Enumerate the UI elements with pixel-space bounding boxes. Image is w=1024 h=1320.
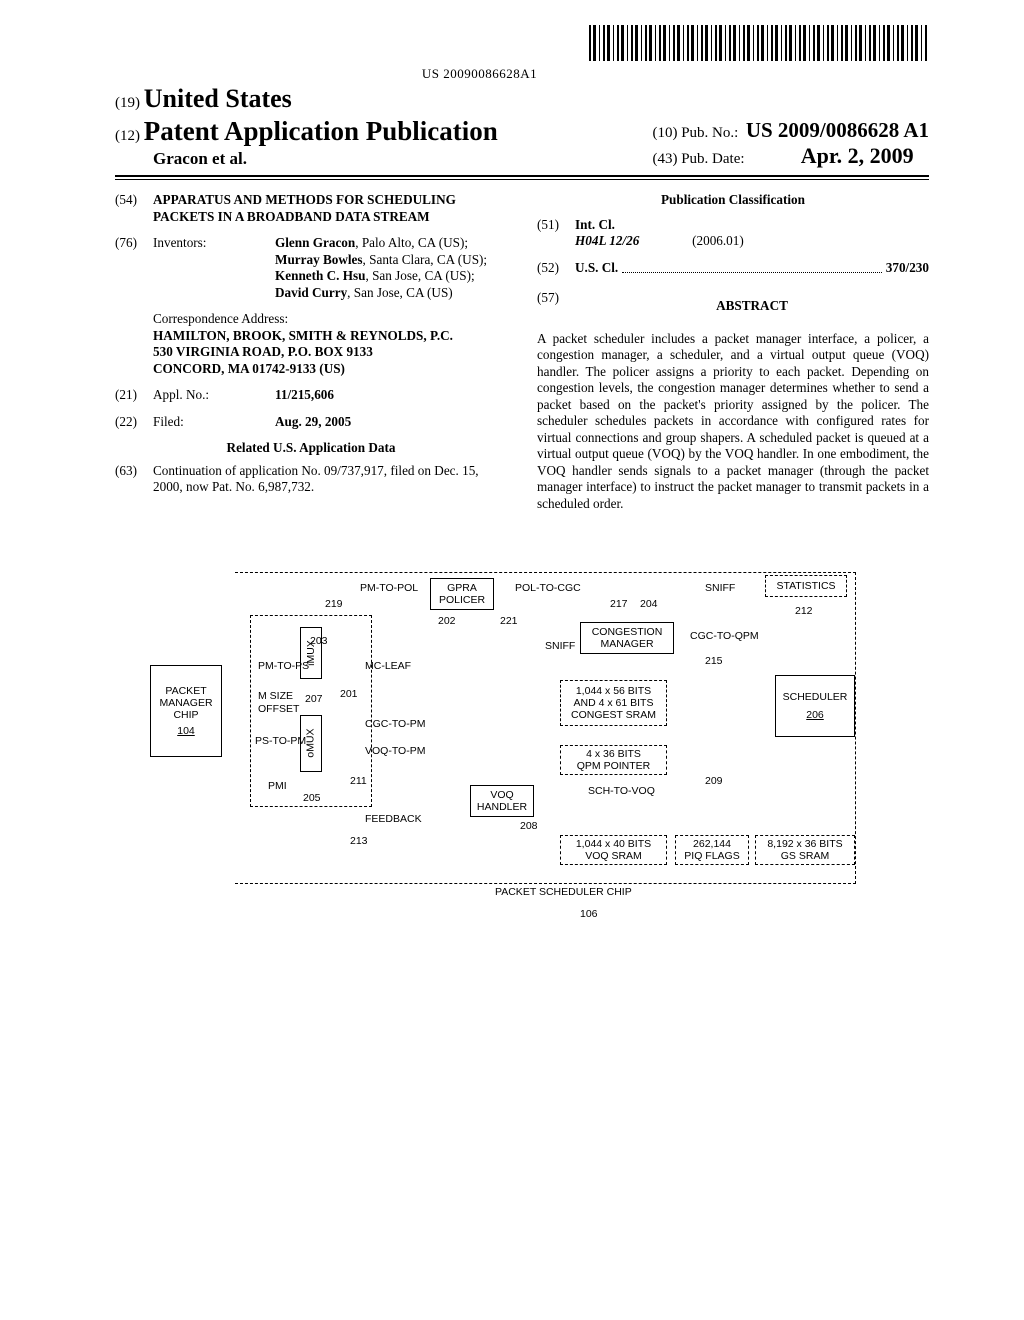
sch-to-voq: SCH-TO-VOQ: [588, 785, 655, 797]
n221: 221: [500, 615, 518, 627]
doctype-code: (12): [115, 128, 140, 144]
inventors-code: (76): [115, 235, 153, 301]
n203: 203: [310, 635, 328, 647]
uscl-code: (52): [537, 260, 575, 277]
qpm-pointer: 4 x 36 BITS QPM POINTER: [560, 745, 667, 775]
pub-date: Apr. 2, 2009: [801, 143, 914, 168]
ps-to-pm: PS-TO-PM: [255, 735, 306, 747]
feedback: FEEDBACK: [365, 813, 422, 825]
pm-to-pol: PM-TO-POL: [360, 582, 418, 594]
policer-box: GPRA POLICER: [430, 578, 494, 610]
corr-addr2: CONCORD, MA 01742-9133 (US): [153, 361, 345, 376]
corr-name: HAMILTON, BROOK, SMITH & REYNOLDS, P.C.: [153, 328, 453, 343]
statistics-box: STATISTICS: [765, 575, 847, 597]
abs-code: (57): [537, 290, 575, 321]
uscl-val: 370/230: [886, 260, 929, 277]
barcode-area: US 20090086628A1: [115, 25, 929, 82]
pm-to-ps: PM-TO-PS: [258, 660, 309, 672]
n213: 213: [350, 835, 368, 847]
voq-sram: 1,044 x 40 BITS VOQ SRAM: [560, 835, 667, 865]
pm-chip-num: 104: [177, 725, 195, 737]
intcl-class: H04L 12/26: [575, 233, 639, 248]
cgc-to-qpm: CGC-TO-QPM: [690, 630, 759, 642]
congestion-mgr-box: CONGESTION MANAGER: [580, 622, 674, 654]
pubno-code: (10): [652, 125, 677, 141]
country: United States: [144, 84, 292, 113]
psc-num: 106: [580, 908, 598, 920]
filed-date: Aug. 29, 2005: [275, 414, 351, 429]
n207: 207: [305, 693, 323, 705]
corr-label: Correspondence Address:: [153, 311, 288, 326]
country-code: (19): [115, 95, 140, 111]
pm-chip-box: PACKET MANAGER CHIP 104: [150, 665, 222, 757]
corr-addr1: 530 VIRGINIA ROAD, P.O. BOX 9133: [153, 344, 373, 359]
inventors: Glenn Gracon, Palo Alto, CA (US); Murray…: [275, 235, 507, 301]
uscl-label: U.S. Cl.: [575, 260, 618, 277]
congest-sram: 1,044 x 56 BITS AND 4 x 61 BITS CONGEST …: [560, 680, 667, 726]
sniff2: SNIFF: [545, 640, 575, 652]
pubdate-code: (43): [652, 151, 677, 167]
n204: 204: [640, 598, 658, 610]
mc-leaf: MC-LEAF: [365, 660, 411, 672]
filed-label: Filed:: [153, 414, 275, 431]
pm-chip: PACKET MANAGER CHIP: [159, 685, 212, 721]
intcl-code: (51): [537, 217, 575, 250]
n205: 205: [303, 792, 321, 804]
barcode-number: US 20090086628A1: [115, 66, 844, 82]
pubno-label: Pub. No.:: [681, 125, 738, 141]
cont-code: (63): [115, 463, 153, 496]
pol-to-cgc: POL-TO-CGC: [515, 582, 581, 594]
doc-type: Patent Application Publication: [144, 116, 498, 146]
inventors-label: Inventors:: [153, 235, 275, 301]
n209: 209: [705, 775, 723, 787]
n219: 219: [325, 598, 343, 610]
cgc-to-pm: CGC-TO-PM: [365, 718, 425, 730]
pub-no: US 2009/0086628 A1: [746, 118, 929, 142]
gs-sram: 8,192 x 36 BITS GS SRAM: [755, 835, 855, 865]
voq-to-pm: VOQ-TO-PM: [365, 745, 425, 757]
voq-handler-box: VOQ HANDLER: [470, 785, 534, 817]
n217: 217: [610, 598, 628, 610]
n202: 202: [438, 615, 456, 627]
abstract-text: A packet scheduler includes a packet man…: [537, 331, 929, 513]
continuation: Continuation of application No. 09/737,9…: [153, 463, 507, 496]
sniff1: SNIFF: [705, 582, 735, 594]
appl-code: (21): [115, 387, 153, 404]
authors: Gracon et al.: [153, 149, 498, 169]
n212: 212: [795, 605, 813, 617]
m-size: M SIZE: [258, 690, 293, 702]
block-diagram: PACKET SCHEDULER CHIP 106 PACKET MANAGER…: [150, 560, 870, 900]
intcl-date: (2006.01): [692, 233, 744, 248]
abstract-hdr: ABSTRACT: [575, 298, 929, 315]
n215: 215: [705, 655, 723, 667]
n201: 201: [340, 688, 358, 700]
psc-label: PACKET SCHEDULER CHIP: [495, 886, 632, 898]
appl-label: Appl. No.:: [153, 387, 275, 404]
pubcls-hdr: Publication Classification: [537, 192, 929, 209]
patent-title: APPARATUS AND METHODS FOR SCHEDULING PAC…: [153, 192, 507, 225]
related-hdr: Related U.S. Application Data: [115, 440, 507, 457]
pubdate-label: Pub. Date:: [681, 151, 744, 167]
filed-code: (22): [115, 414, 153, 431]
scheduler-box: SCHEDULER 206: [775, 675, 855, 737]
offset: OFFSET: [258, 703, 299, 715]
appl-no: 11/215,606: [275, 387, 334, 402]
intcl-label: Int. Cl.: [575, 217, 615, 232]
n208: 208: [520, 820, 538, 832]
pmi: PMI: [268, 780, 287, 792]
n211: 211: [350, 775, 367, 787]
piq-flags: 262,144 PIQ FLAGS: [675, 835, 749, 865]
barcode: [589, 25, 929, 61]
title-code: (54): [115, 192, 153, 225]
